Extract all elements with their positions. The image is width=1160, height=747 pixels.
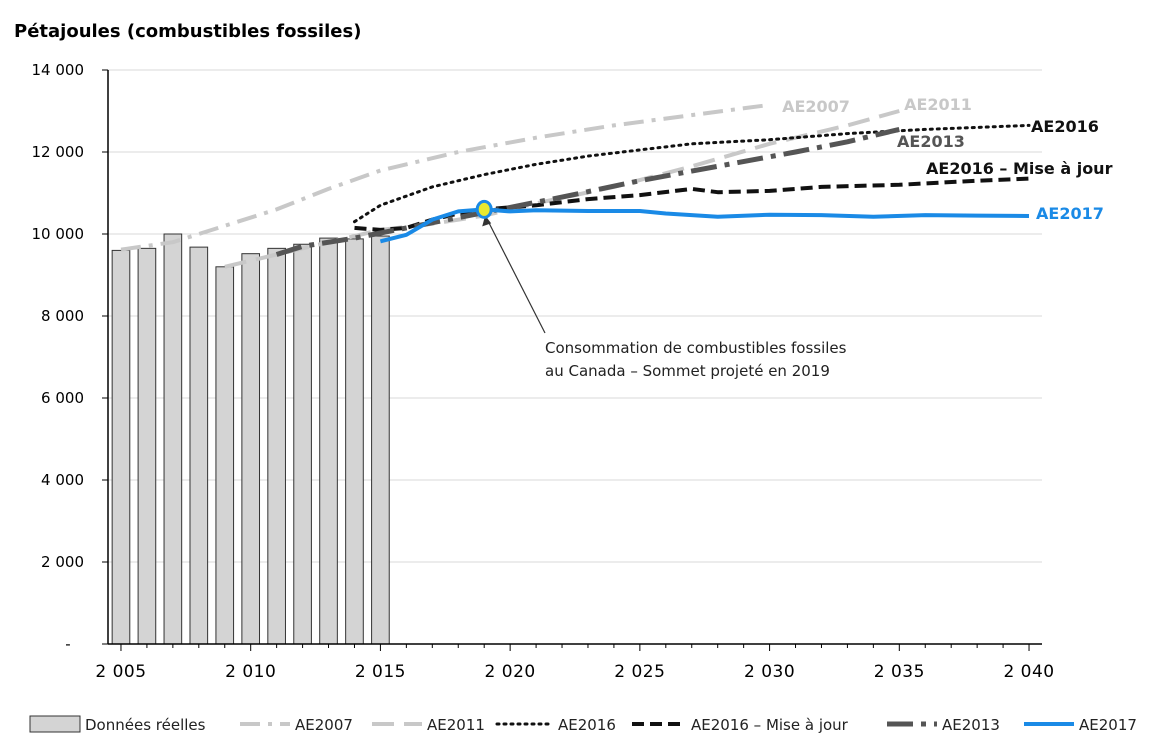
bar-2014 (345, 238, 364, 645)
x-tick-label: 2 015 (355, 662, 406, 682)
y-tick-label: 4 000 (41, 471, 84, 489)
legend-label-ae2013: AE2013 (942, 716, 1000, 734)
y-axis-title: Pétajoules (combustibles fossiles) (14, 21, 361, 42)
y-tick-label: 12 000 (32, 143, 85, 161)
series-labels: AE2007 AE2011 AE2016 AE2016 – Mise à jour AE… (782, 95, 1112, 223)
bar-2007 (163, 233, 183, 645)
y-tick-label: 6 000 (41, 389, 84, 407)
bar-2009 (215, 266, 235, 645)
series-label-ae2007: AE2007 (782, 97, 850, 116)
bar-2015 (371, 235, 390, 645)
y-tick-label: - (65, 635, 70, 653)
y-tick-label: 8 000 (41, 307, 84, 325)
x-tick-label: 2 030 (744, 662, 795, 682)
x-tick-label: 2 005 (95, 662, 146, 682)
bar-2012 (293, 243, 312, 645)
series-line-ae2017 (379, 207, 1030, 244)
series-label-ae2017: AE2017 (1036, 204, 1104, 223)
legend-label-ae2016-mise-a-jour: AE2016 – Mise à jour (691, 716, 849, 734)
x-tick-label: 2 025 (614, 662, 665, 682)
bar-2011 (267, 247, 286, 645)
annotation-leader-line (486, 219, 546, 334)
y-tick-label: 10 000 (32, 225, 85, 243)
legend-swatch-donnees-reelles (29, 715, 81, 733)
bar-2005 (111, 249, 131, 645)
series-label-ae2016: AE2016 (1031, 117, 1099, 136)
x-tick-label: 2 020 (485, 662, 536, 682)
series-label-ae2011: AE2011 (904, 95, 972, 114)
series-lines (120, 102, 1031, 269)
annotation-text: Consommation de combustibles fossiles (545, 339, 847, 357)
axes: - 2 000 4 000 6 000 8 000 10 000 12 000 14 000 2… (32, 61, 1055, 682)
bar-2013 (319, 237, 338, 645)
legend-label-ae2016: AE2016 (558, 716, 616, 734)
y-tick-label: 14 000 (32, 61, 85, 79)
legend: Données réelles AE2007 AE2011 AE2016 AE2016 … (29, 715, 1137, 734)
legend-label-ae2007: AE2007 (295, 716, 353, 734)
gridlines (108, 69, 1042, 563)
legend-label-ae2011: AE2011 (427, 716, 485, 734)
annotation-text: au Canada – Sommet projeté en 2019 (545, 362, 830, 380)
legend-label-donnees-reelles: Données réelles (85, 716, 206, 734)
bar-2006 (137, 247, 157, 645)
bar-2010 (241, 253, 261, 645)
series-line-ae2013 (275, 126, 900, 257)
series-line-ae2016-mise-a-jour (354, 176, 1030, 232)
y-tick-label: 2 000 (41, 553, 84, 571)
series-line-ae2007 (120, 102, 770, 252)
series-line-ae2016 (353, 123, 1031, 224)
peak-marker (475, 199, 493, 219)
annotation: Consommation de combustibles fossiles au … (475, 199, 847, 380)
x-tick-label: 2 040 (1003, 662, 1054, 682)
bars-actual-data (111, 233, 390, 645)
x-tick-label: 2 035 (874, 662, 925, 682)
x-tick-label: 2 010 (225, 662, 276, 682)
series-label-ae2013: AE2013 (897, 132, 965, 151)
legend-label-ae2017: AE2017 (1079, 716, 1137, 734)
bar-2008 (189, 246, 209, 645)
series-label-ae2016-mise-a-jour: AE2016 – Mise à jour (926, 159, 1113, 178)
